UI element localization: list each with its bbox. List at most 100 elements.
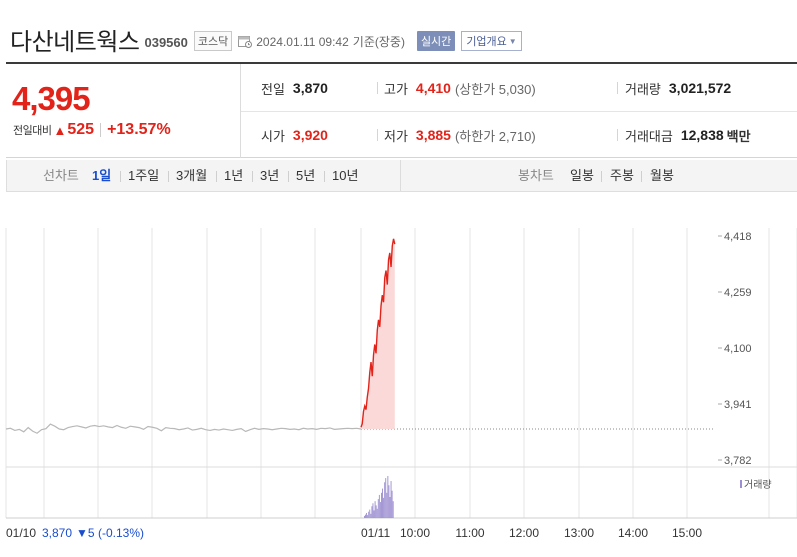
candle-weekly[interactable]: 주봉 <box>610 168 634 183</box>
volume-cell: 거래량 3,021,572 <box>625 78 731 98</box>
prev-day-change-pct: (-0.13%) <box>98 526 144 540</box>
quote-summary: 4,395 전일대비 ▲ 525 +13.57% 전일 3,870 고가 4,4… <box>6 62 797 158</box>
lower-limit: (하한가 2,710) <box>454 128 536 144</box>
stock-name: 다산네트웍스 <box>10 28 140 56</box>
volume-bar <box>364 515 365 518</box>
range-5y[interactable]: 5년 <box>296 168 316 183</box>
x-tick-label: 15:00 <box>672 526 702 540</box>
prev-close-value: 3,870 <box>292 80 328 96</box>
volume-bar <box>365 514 366 518</box>
stock-code: 039560 <box>144 34 188 50</box>
volume-bar <box>371 506 373 518</box>
toolbar-divider <box>400 160 401 191</box>
range-3y[interactable]: 3년 <box>260 168 280 183</box>
change-row: 전일대비 ▲ 525 +13.57% <box>13 121 171 139</box>
x-tick-label: 11:00 <box>455 526 484 540</box>
row-divider <box>241 111 797 112</box>
trade-value-cell: 거래대금 12,838 백만 <box>625 125 751 145</box>
candle-chart-label: 봉차트 <box>518 168 554 183</box>
divider <box>168 171 169 182</box>
y-tick-label: 4,418 <box>724 231 752 243</box>
chart-svg: 4,418 4,259 4,100 3,941 3,782 거래량 01/11 10:00 11… <box>5 228 797 540</box>
volume-bar <box>372 503 374 518</box>
candle-monthly[interactable]: 월봉 <box>650 168 674 183</box>
high-label: 고가 <box>384 81 408 97</box>
y-tick-label: 3,941 <box>724 399 752 411</box>
triangle-up-icon: ▲ <box>53 122 67 138</box>
prev-day-change: ▼5 <box>76 526 95 540</box>
volume-bar <box>389 497 391 518</box>
trade-value-unit: 백만 <box>726 128 751 144</box>
realtime-badge[interactable]: 실시간 <box>416 31 456 51</box>
divider <box>377 129 378 141</box>
x-tick-label: 10:00 <box>400 526 430 540</box>
prev-close-cell: 전일 3,870 <box>261 78 328 98</box>
price-area: 4,395 전일대비 ▲ 525 +13.57% <box>6 64 241 158</box>
intraday-chart[interactable]: 4,418 4,259 4,100 3,941 3,782 거래량 01/11 10:00 11… <box>0 192 797 557</box>
series-area-0111 <box>361 238 395 430</box>
volume-value: 3,021,572 <box>668 80 732 96</box>
x-tick-label: 12:00 <box>509 526 539 540</box>
volume-bar <box>392 501 394 518</box>
volume-bar <box>370 513 372 518</box>
volume-bar <box>391 490 393 518</box>
volume-bar <box>379 502 381 518</box>
divider <box>288 171 289 182</box>
volume-bar <box>385 478 387 518</box>
stock-header: 다산네트웍스 039560 코스닥 2024.01.11 09:42 기준(장중… <box>10 22 522 56</box>
y-tick-label: 4,259 <box>724 287 752 299</box>
volume-bar <box>374 501 376 518</box>
timestamp: 2024.01.11 09:42 <box>256 34 349 49</box>
volume-legend-label: 거래량 <box>744 479 772 491</box>
calendar-icon <box>238 35 253 48</box>
trade-value-label: 거래대금 <box>625 128 673 144</box>
x-tick-label: 13:00 <box>564 526 594 540</box>
prev-day-close: 3,870 <box>42 526 72 540</box>
range-1y[interactable]: 1년 <box>224 168 244 183</box>
volume-bar <box>376 508 378 518</box>
line-chart-label: 선차트 <box>43 168 79 183</box>
divider <box>216 171 217 182</box>
volume-bar <box>368 511 370 518</box>
change-value: 525 <box>67 121 95 138</box>
divider <box>377 82 378 94</box>
change-percent: +13.57% <box>107 121 171 138</box>
volume-bar <box>369 509 371 518</box>
range-3m[interactable]: 3개월 <box>176 168 208 183</box>
low-label: 저가 <box>384 128 408 144</box>
chart-toolbar: 선차트 1일 1주일 3개월 1년 3년 5년 10년 봉차트 일봉 주봉 월봉 <box>6 160 797 192</box>
divider <box>617 82 618 94</box>
divider <box>100 123 102 137</box>
volume-bar <box>388 485 390 518</box>
divider <box>324 171 325 182</box>
volume-bar <box>384 482 386 518</box>
candle-daily[interactable]: 일봉 <box>570 168 594 183</box>
x-tick-label: 14:00 <box>618 526 648 540</box>
range-10y[interactable]: 10년 <box>332 168 359 183</box>
volume-bar <box>375 505 377 518</box>
volume-bar <box>367 515 369 518</box>
volume-bar <box>377 499 379 518</box>
current-price: 4,395 <box>12 80 91 117</box>
upper-limit: (상한가 5,030) <box>454 81 536 97</box>
divider <box>617 129 618 141</box>
volume-bar <box>383 497 385 518</box>
company-info-label: 기업개요 <box>466 36 507 48</box>
change-label: 전일대비 <box>13 125 52 137</box>
volume-bar <box>373 510 375 518</box>
prev-close-label: 전일 <box>261 81 285 97</box>
range-1w[interactable]: 1주일 <box>128 168 160 183</box>
volume-bar <box>390 481 392 518</box>
divider <box>120 171 121 182</box>
volume-bar <box>381 492 382 518</box>
series-line-0111 <box>360 238 396 428</box>
low-cell: 저가 3,885 (하한가 2,710) <box>384 125 536 145</box>
volume-bar <box>387 476 389 518</box>
range-1d[interactable]: 1일 <box>92 168 112 183</box>
divider <box>252 171 253 182</box>
company-info-dropdown[interactable]: 기업개요 ▼ <box>461 31 522 51</box>
volume-bar <box>382 488 383 518</box>
low-value: 3,885 <box>415 127 451 143</box>
volume-label: 거래량 <box>625 81 661 97</box>
open-cell: 시가 3,920 <box>261 125 328 145</box>
